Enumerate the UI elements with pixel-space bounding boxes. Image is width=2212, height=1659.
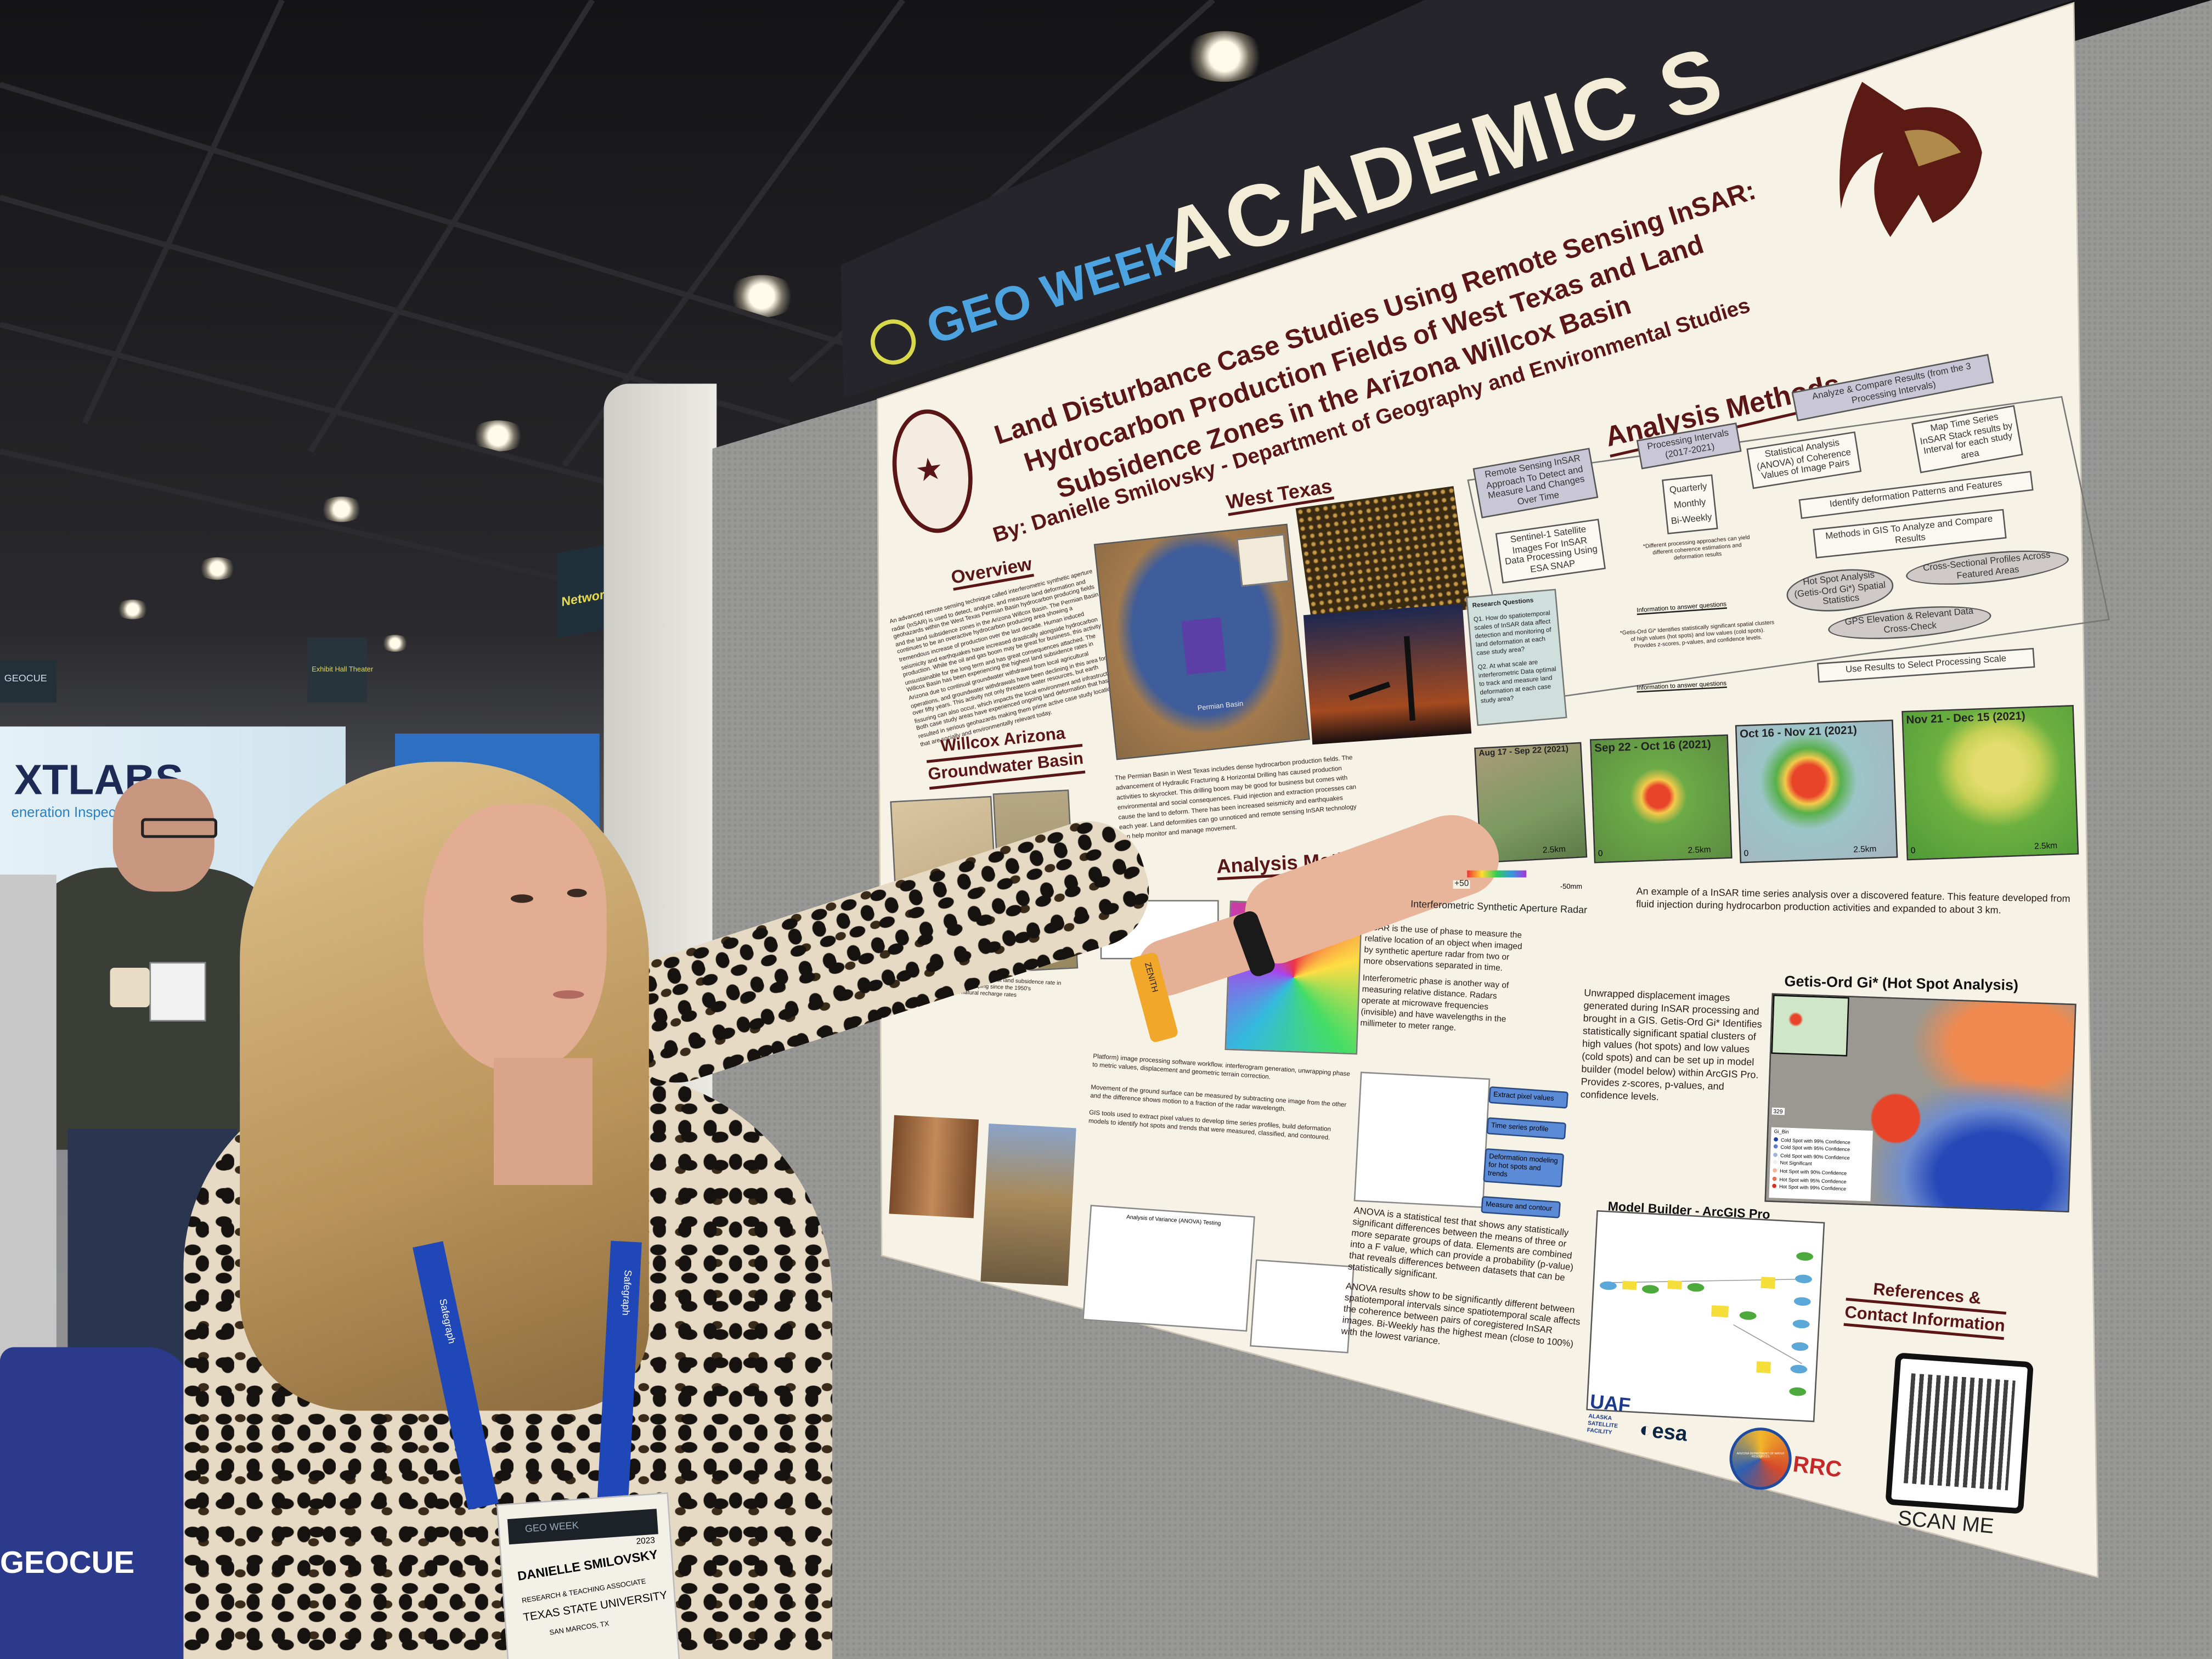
name-badge: GEO WEEK 2023 DANIELLE SMILOVSKY RESEARC… [496,1492,680,1659]
badge-year: 2023 [636,1537,656,1547]
lanyard-text: Safegraph [437,1298,456,1345]
hot-spot-legend: Gi_Bin Cold Spot with 99% Confidence Cold… [1769,1127,1873,1201]
presenter-mouth [552,990,584,999]
colorbar-min: +50 [1453,880,1470,889]
pumpjack-sunset-photo [1303,603,1472,745]
background-man-badge [149,962,206,1022]
anova-table: Analysis of Variance (ANOVA) Testing [1082,1205,1255,1332]
time-series-panel: Sep 22 - Oct 16 (2021) 2.5km 0 [1589,734,1733,864]
time-series-label: Sep 22 - Oct 16 (2021) [1594,737,1712,755]
ceiling-light [1182,31,1267,82]
exhibit-hall-sign-text: Exhibit Hall Theater [312,665,374,675]
scale-bar-zero: 0 [1598,850,1603,859]
getis-description: Unwrapped displacement images generated … [1580,989,1762,1103]
time-series-label: Aug 17 - Sep 22 (2021) [1479,746,1569,759]
insar-description: InSAR is the use of phase to measure the… [1360,923,1523,1038]
research-questions-box: Research Questions Q1. How do spatiotemp… [1465,589,1567,726]
adwr-logo: ARIZONA DEPARTMENT OF WATER RESOURCES [1729,1427,1792,1490]
legend-swatch [1773,1152,1778,1157]
model-builder-graph [1600,1252,1814,1396]
gis-workflow-steps: Extract pixel values Time series profile… [1481,1086,1569,1218]
legend-items: Cold Spot with 99% Confidence Cold Spot w… [1772,1136,1870,1195]
hot-spot-inset [1771,994,1849,1057]
colorbar [1467,870,1527,878]
legend-swatch [1772,1184,1777,1189]
presenter-eye [510,894,533,903]
anova-results-table [1250,1259,1355,1353]
legend-swatch [1773,1160,1778,1165]
wristband-text: ZENITH [1142,962,1159,994]
badge-brand: GEO WEEK [524,1521,579,1535]
road-label: 329 [1771,1107,1785,1115]
snap-workflow-diagram [1353,1071,1491,1209]
anova-table-title: Analysis of Variance (ANOVA) Testing [1126,1212,1221,1227]
earth-fissure-photos [980,1124,1076,1286]
model-builder-diagram [1586,1210,1825,1423]
research-question-1: Q1. How do spatiotemporal scales of InSA… [1473,609,1552,657]
lanyard-text: Safegraph [619,1269,632,1316]
colorbar-max: -50mm [1560,883,1582,892]
qr-code[interactable] [1885,1352,2034,1514]
scale-bar-zero: 0 [1743,850,1749,859]
geocue-hanging-sign: GEOCUE [0,660,57,703]
workflow-step: Time series profile [1486,1117,1567,1140]
esa-logo-text: esa [1651,1419,1689,1447]
bobcat-logo [1839,82,1982,237]
time-series-label: Oct 16 - Nov 21 (2021) [1739,724,1858,741]
legend-swatch [1773,1144,1778,1149]
scale-bar-label: 2.5km [1688,846,1711,856]
legend-label: Not Significant [1780,1160,1812,1167]
ceiling-light [381,635,409,652]
adwr-logo-text: ARIZONA DEPARTMENT OF WATER RESOURCES [1736,1453,1785,1459]
basin-highlight [1181,617,1227,675]
background-person [0,874,57,1411]
geocue-sign-text: GEOCUE [4,674,47,685]
legend-swatch [1774,1136,1779,1141]
badge-name: DANIELLE SMILOVSKY [516,1547,659,1584]
scale-bar-label: 2.5km [1542,846,1566,856]
research-question-2: Q2. At what scale are interferometric Da… [1477,658,1557,704]
glasses [141,818,217,838]
scale-bar-label: 2.5km [1853,845,1877,855]
academic-banner [840,0,2074,398]
pumpjack-silhouette [1348,681,1391,701]
hot-spot-map: 329 Gi_Bin Cold Spot with 99% Confidence… [1764,993,2076,1212]
permian-basin-map: Permian Basin [1093,523,1310,760]
uaf-logo: UAF ALASKA SATELLITE FACILITY [1587,1390,1636,1438]
tote-bag-brand: GEOCUE [0,1544,135,1580]
exhibit-hall-sign: Exhibit Hall Theater [307,637,373,703]
legend-swatch [1773,1168,1778,1173]
time-series-label: Nov 21 - Dec 15 (2021) [1906,709,2026,726]
legend-swatch [1772,1176,1777,1181]
insar-text-1: InSAR is the use of phase to measure the… [1363,924,1522,974]
subsidence-photo [889,1115,979,1218]
coffee-cup [110,967,150,1007]
presenter-neck [493,1058,592,1185]
badge-city: SAN MARCOS, TX [549,1620,610,1638]
qr-pattern [1903,1373,2016,1491]
anova-description: ANOVA is a statistical test that shows a… [1340,1206,1590,1363]
research-questions-heading: Research Questions [1472,596,1534,609]
ceiling-light [115,599,150,619]
scale-bar-zero: 0 [1910,847,1916,856]
workflow-step: Deformation modeling for hot spots and t… [1483,1148,1565,1188]
presenter-face [423,804,607,1073]
star-icon: ★ [913,450,946,489]
drilling-rig-silhouette [1403,636,1415,721]
geocue-tote-bag: GEOCUE [0,1347,191,1659]
flow-interval-options: Quarterly Monthly Bi-Weekly [1662,474,1718,535]
ceiling-light [319,496,364,522]
map-label: Permian Basin [1197,699,1244,714]
insar-text-2: Interferometric phase is another way of … [1360,974,1509,1034]
esa-logo: ◐esa [1638,1418,1689,1447]
presenter-eye [567,888,587,898]
scale-bar-label: 2.5km [2034,842,2058,852]
ceiling-light [197,557,237,580]
texas-inset-map [1236,534,1289,587]
time-series-panel: Oct 16 - Nov 21 (2021) 2.5km 0 [1735,719,1898,864]
time-series-panel: Nov 21 - Dec 15 (2021) 2.5km 0 [1901,705,2079,861]
